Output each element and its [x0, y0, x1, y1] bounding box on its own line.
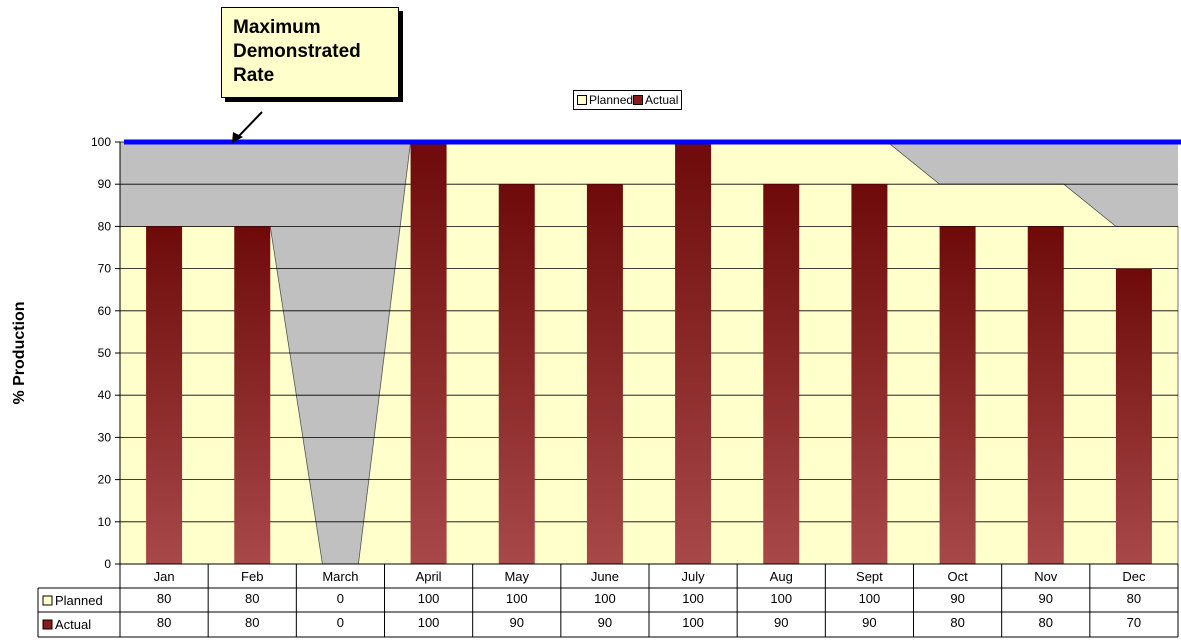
table-series-label-planned: Planned: [55, 593, 103, 608]
table-cell: 100: [594, 591, 616, 606]
table-cell: 100: [418, 591, 440, 606]
table-cell: 100: [770, 591, 792, 606]
data-table: Jan Feb March April May June July Aug Sept Oct Nov…: [37, 563, 1179, 638]
callout-pointer: [236, 111, 263, 139]
table-cell: 0: [337, 615, 344, 630]
table-legend-swatch-planned: [42, 595, 53, 606]
legend-item-actual: Actual: [633, 93, 678, 107]
legend-swatch-actual: [633, 95, 644, 105]
callout-pointer-arrowhead: [232, 132, 243, 143]
table-cell: 90: [950, 591, 964, 606]
table-cell: 80: [245, 615, 259, 630]
x-tick-label: March: [322, 569, 358, 584]
x-tick-label: Oct: [947, 569, 968, 584]
table-cell: 100: [859, 591, 881, 606]
table-cell: 90: [774, 615, 788, 630]
x-tick-label: Feb: [241, 569, 263, 584]
bar-actual-april: [410, 142, 447, 564]
table-cell: 80: [157, 615, 171, 630]
x-tick-label: Aug: [770, 569, 793, 584]
y-tick-label: 20: [98, 473, 112, 487]
bar-actual-oct: [939, 226, 976, 564]
bar-actual-jan: [146, 226, 183, 564]
y-tick-label: 0: [104, 557, 111, 571]
y-axis-label: % Production: [11, 301, 28, 404]
y-tick-label: 70: [98, 262, 112, 276]
table-cell: 80: [245, 591, 259, 606]
table-cell: 100: [682, 591, 704, 606]
table-cell: 90: [510, 615, 524, 630]
bar-actual-july: [675, 142, 712, 564]
legend-label-planned: Planned: [589, 93, 634, 107]
max-rate-callout: Maximum Demonstrated Rate: [221, 7, 399, 98]
table-cell: 100: [682, 615, 704, 630]
bar-actual-feb: [234, 226, 271, 564]
y-tick-label: 60: [98, 304, 112, 318]
x-tick-label: Jan: [154, 569, 175, 584]
y-tick-label: 10: [98, 515, 112, 529]
x-tick-label: June: [591, 569, 619, 584]
bar-actual-june: [586, 184, 623, 564]
bar-actual-sept: [851, 184, 888, 564]
y-axis: 0 10 20 30 40 50 60 70 80 90 100: [91, 135, 121, 571]
legend-label-actual: Actual: [645, 93, 679, 107]
y-tick-label: 40: [98, 388, 112, 402]
table-series-label-actual: Actual: [55, 617, 91, 632]
table-cell: 100: [506, 591, 528, 606]
x-tick-label: Nov: [1034, 569, 1058, 584]
callout-line-3: Rate: [233, 65, 275, 86]
bar-actual-may: [498, 184, 535, 564]
callout-line-1: Maximum: [233, 17, 321, 38]
bar-actual-dec: [1115, 268, 1152, 564]
x-tick-label: April: [416, 569, 442, 584]
x-tick-label: July: [682, 569, 706, 584]
legend-item-planned: Planned: [577, 93, 633, 107]
table-cell: 80: [950, 615, 964, 630]
table-cell: 80: [1127, 591, 1141, 606]
y-tick-label: 100: [91, 135, 111, 149]
y-tick-label: 90: [98, 177, 112, 191]
table-cell: 0: [337, 591, 344, 606]
x-tick-label: Sept: [856, 569, 883, 584]
table-cell: 80: [157, 591, 171, 606]
legend-swatch-planned: [577, 95, 587, 105]
x-tick-label: Dec: [1122, 569, 1146, 584]
bar-actual-aug: [763, 184, 800, 564]
table-cell: 70: [1127, 615, 1141, 630]
actual-bars: [146, 142, 1152, 564]
table-cell: 90: [862, 615, 876, 630]
x-tick-label: May: [504, 569, 529, 584]
table-cell: 90: [598, 615, 612, 630]
table-cell: 80: [1039, 615, 1053, 630]
table-cell: 100: [418, 615, 440, 630]
y-tick-label: 50: [98, 346, 112, 360]
y-tick-label: 80: [98, 219, 112, 233]
table-legend-swatch-actual: [42, 619, 53, 630]
y-tick-label: 30: [98, 430, 112, 444]
table-cell: 90: [1039, 591, 1053, 606]
legend: Planned Actual: [573, 90, 683, 110]
callout-line-2: Demonstrated: [233, 41, 361, 62]
bar-actual-nov: [1027, 226, 1064, 564]
